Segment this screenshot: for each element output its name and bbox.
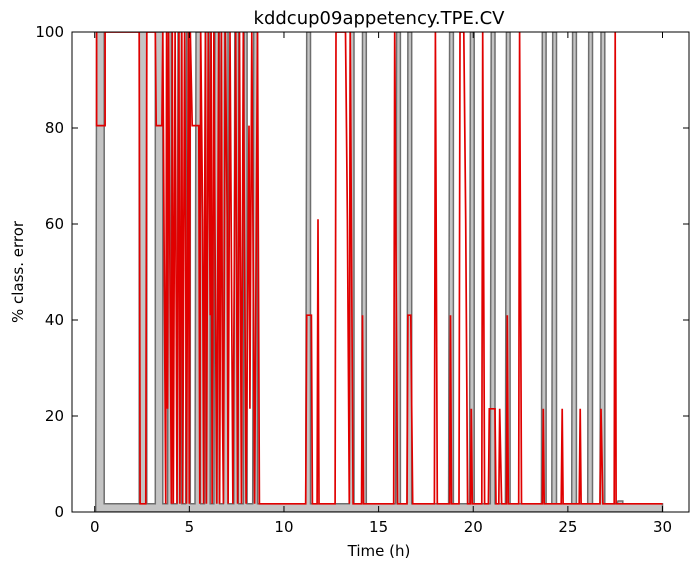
series-red-line [95, 32, 663, 505]
x-tick-label: 5 [185, 518, 195, 536]
plot-frame [71, 31, 690, 513]
axis-ticks: 0 5 10 15 20 25 30 0 20 40 60 80 100 [35, 23, 689, 536]
y-axis-label: % class. error [9, 220, 27, 323]
x-tick-label: 15 [369, 518, 388, 536]
y-tick-label: 80 [45, 119, 64, 137]
y-tick-label: 100 [35, 23, 64, 41]
x-tick-label: 30 [653, 518, 672, 536]
y-tick-label: 40 [45, 311, 64, 329]
x-tick-label: 10 [274, 518, 293, 536]
y-tick-label: 60 [45, 215, 64, 233]
y-tick-label: 20 [45, 407, 64, 425]
chart-title: kddcup09appetency.TPE.CV [254, 8, 506, 29]
plot-area [94, 32, 664, 512]
x-tick-label: 25 [558, 518, 577, 536]
x-tick-label: 20 [464, 518, 483, 536]
x-tick-label: 0 [90, 518, 100, 536]
x-axis-label: Time (h) [347, 542, 411, 560]
y-tick-label: 0 [54, 503, 64, 521]
